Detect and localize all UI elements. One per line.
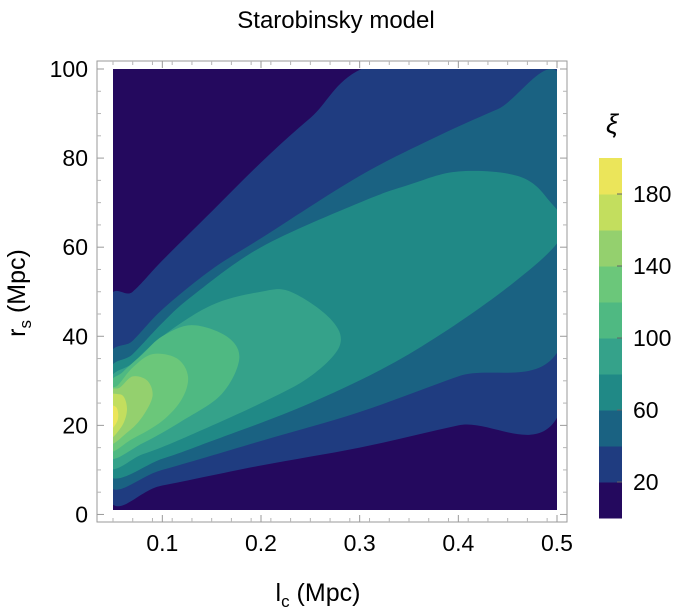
y-axis-label-unit: (Mpc): [3, 249, 31, 320]
colorbar-tick-label: 20: [633, 469, 659, 495]
colorbar-swatch-100: [599, 302, 622, 339]
colorbar-swatch-120: [599, 266, 622, 303]
colorbar-tick-label: 180: [633, 181, 671, 207]
x-axis-label-subscript: c: [281, 592, 290, 611]
colorbar-swatch-0: [599, 482, 622, 519]
colorbar-tick-label: 100: [633, 325, 671, 351]
contour-region-180: [113, 405, 119, 428]
y-axis: 0 20 40 60 80 100: [50, 56, 567, 527]
svg-text:lc (Mpc): lc (Mpc): [276, 579, 361, 611]
colorbar-tick-label: 60: [633, 397, 659, 423]
chart-title: Starobinsky model: [237, 7, 434, 34]
y-tick-label: 20: [62, 412, 88, 438]
y-axis-label-subscript: s: [16, 320, 35, 329]
colorbar-tick-label: 140: [633, 253, 671, 279]
x-tick-label: 0.5: [541, 530, 573, 556]
y-tick-label: 80: [62, 145, 88, 171]
y-tick-label: 0: [75, 501, 88, 527]
contour-regions: [113, 69, 557, 507]
x-tick-label: 0.1: [146, 530, 178, 556]
x-axis: 0.1 0.2 0.3 0.4 0.5: [112, 61, 573, 556]
svg-text:rs (Mpc): rs (Mpc): [3, 249, 35, 337]
colorbar-swatch-60: [599, 374, 622, 411]
colorbar-swatch-160: [599, 194, 622, 231]
colorbar-swatch-140: [599, 230, 622, 267]
y-tick-label: 100: [50, 56, 88, 82]
y-tick-label: 40: [62, 323, 88, 349]
x-tick-label: 0.4: [442, 530, 474, 556]
contour-region-160: [113, 393, 127, 438]
y-axis-label-main: r: [3, 329, 31, 337]
colorbar-label: ξ: [606, 109, 620, 139]
colorbar-swatch-80: [599, 338, 622, 375]
colorbar: 20 60 100 140 180: [599, 158, 671, 519]
x-tick-label: 0.2: [245, 530, 277, 556]
x-tick-label: 0.3: [344, 530, 376, 556]
x-axis-label-main: l: [276, 579, 282, 607]
y-tick-label: 60: [62, 234, 88, 260]
x-axis-label: lc (Mpc): [276, 579, 361, 611]
x-axis-label-unit: (Mpc): [290, 579, 361, 607]
contour-region-140: [113, 376, 153, 444]
colorbar-swatch-180: [599, 158, 622, 195]
y-axis-label: rs (Mpc): [3, 249, 35, 337]
colorbar-swatch-40: [599, 410, 622, 447]
colorbar-swatch-20: [599, 446, 622, 483]
